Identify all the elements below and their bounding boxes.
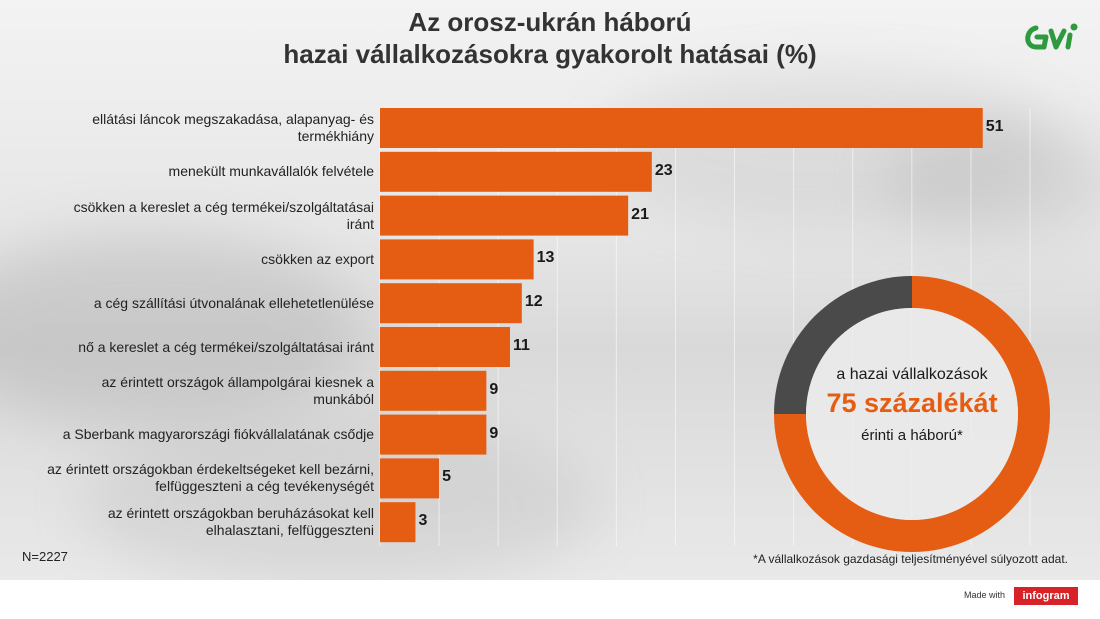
bar — [380, 414, 487, 455]
donut-slice — [774, 276, 912, 414]
value-label: 3 — [418, 512, 428, 530]
infogram-badge[interactable]: infogram — [1014, 587, 1078, 605]
background-haze — [0, 230, 360, 430]
category-label: menekült munkavállalók felvétele — [168, 163, 374, 180]
category-label: az érintett országokban beruházásokat ke… — [107, 505, 374, 539]
donut-text-line-3: érinti a háború* — [861, 427, 963, 444]
value-label: 51 — [985, 118, 1004, 135]
made-with-label: Made with — [963, 590, 1005, 600]
gvi-logo — [1025, 23, 1078, 50]
sample-size-label: N=2227 — [22, 549, 68, 564]
value-label: 21 — [631, 205, 649, 223]
chart-title-line-1: Az orosz-ukrán háború — [408, 7, 692, 37]
value-label: 13 — [536, 249, 555, 267]
value-label: 23 — [654, 161, 673, 179]
bars — [380, 108, 983, 543]
category-label: ellátási láncok megszakadása, alapanyag-… — [92, 111, 374, 144]
category-label: a cég szállítási útvonalának ellehetetle… — [93, 294, 374, 311]
bar — [380, 108, 983, 148]
value-label: 9 — [489, 424, 499, 442]
donut-center-text: a hazai vállalkozások 75 százalékát érin… — [776, 366, 1048, 444]
bar — [380, 502, 416, 543]
donut-text-line-2: 75 százalékát — [826, 388, 998, 418]
bar — [380, 195, 629, 236]
value-label: 5 — [442, 468, 451, 486]
value-label: 9 — [489, 380, 499, 398]
value-label: 12 — [524, 293, 543, 311]
value-label: 11 — [513, 337, 530, 354]
background-haze — [80, 420, 600, 580]
background-haze — [600, 70, 1060, 230]
bar — [380, 458, 440, 499]
donut-hole — [806, 308, 1018, 520]
category-label: nő a kereslet a cég termékei/szolgáltatá… — [78, 338, 374, 355]
category-label: az érintett országok állampolgárai kiesn… — [101, 373, 374, 407]
bar — [380, 151, 652, 192]
category-label: a Sberbank magyarországi fiókvállalatána… — [62, 426, 374, 443]
donut-text-line-1: a hazai vállalkozások — [836, 366, 988, 383]
chart-title-line-2: hazai vállalkozásokra gyakorolt hatásai … — [283, 39, 817, 69]
category-label: csökken a kereslet a cég termékei/szolgá… — [73, 198, 374, 232]
bar-chart-svg — [379, 108, 1050, 552]
category-label: csökken az export — [261, 250, 374, 267]
bar — [380, 370, 487, 411]
bar — [380, 327, 510, 367]
bar — [380, 283, 522, 324]
bar — [380, 239, 534, 280]
footnote: *A vállalkozások gazdasági teljesítményé… — [753, 552, 1068, 566]
category-label: az érintett országokban érdekeltségeket … — [47, 461, 374, 495]
donut-chart — [774, 276, 1050, 552]
